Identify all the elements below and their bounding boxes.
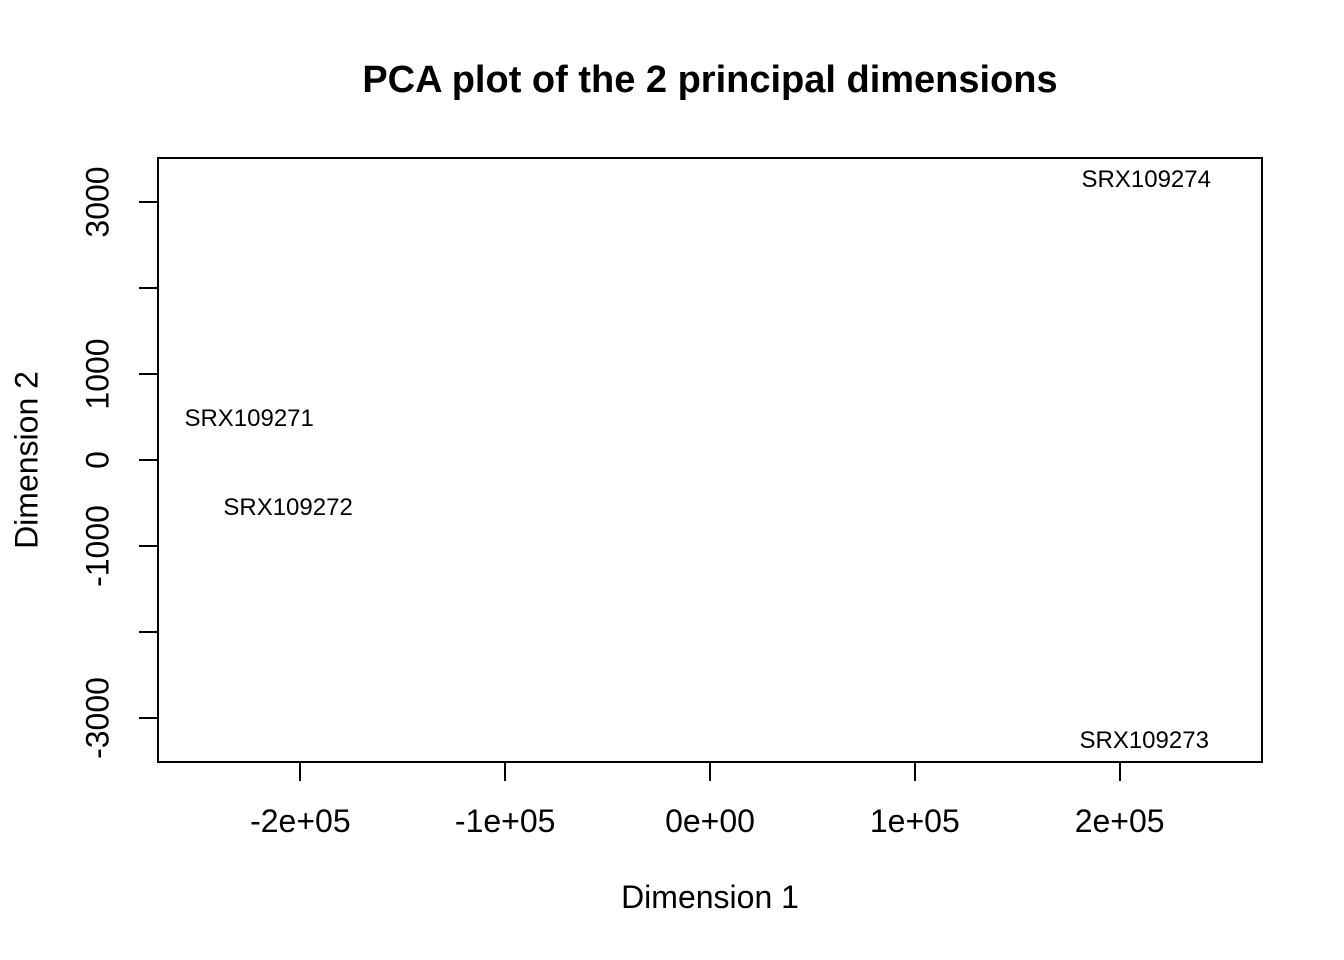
x-tick-label: 1e+05: [869, 803, 960, 839]
x-tick-mark: [1118, 763, 1121, 781]
y-tick-mark: [139, 200, 157, 203]
y-tick-mark: [139, 459, 157, 461]
x-tick-label: 2e+05: [1074, 803, 1165, 839]
y-tick-label: 3000: [79, 166, 116, 238]
x-tick-label: -1e+05: [454, 803, 556, 839]
x-tick-mark: [913, 763, 916, 781]
x-tick-label: 0e+00: [665, 803, 755, 839]
y-tick-mark: [139, 372, 157, 375]
x-axis-label: Dimension 1: [621, 879, 799, 915]
sample-label-SRX109274: SRX109274: [1081, 166, 1211, 194]
y-tick-mark: [139, 717, 157, 720]
x-tick-mark: [504, 763, 507, 781]
sample-label-SRX109272: SRX109272: [223, 494, 353, 522]
y-tick-label: 1000: [79, 338, 116, 410]
y-tick-label: -3000: [79, 677, 116, 760]
y-tick-label: 0: [79, 451, 116, 469]
x-tick-label: -2e+05: [250, 803, 351, 839]
y-tick-mark: [139, 631, 157, 634]
y-tick-mark: [139, 286, 157, 289]
chart-title: PCA plot of the 2 principal dimensions: [362, 59, 1058, 101]
sample-label-SRX109273: SRX109273: [1079, 727, 1209, 755]
plot-area: [157, 157, 1263, 763]
y-tick-label: -1000: [79, 505, 116, 587]
sample-label-SRX109271: SRX109271: [184, 404, 314, 432]
x-tick-mark: [709, 763, 711, 781]
y-axis-label: Dimension 2: [8, 371, 45, 549]
y-tick-mark: [139, 545, 157, 548]
x-tick-mark: [299, 763, 302, 781]
